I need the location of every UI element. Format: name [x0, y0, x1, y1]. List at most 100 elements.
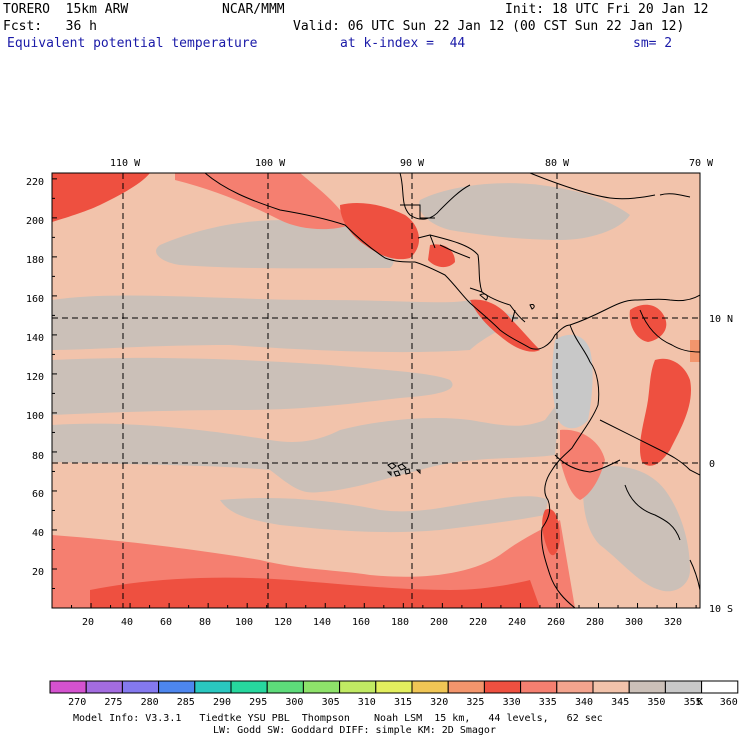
field-330-colombia	[629, 304, 667, 342]
y-label-140: 140	[26, 333, 44, 344]
border-ecuador-peru	[554, 454, 621, 473]
field-330-nw-corner	[52, 173, 150, 222]
coast-cuba	[529, 173, 656, 200]
x-label-180: 180	[391, 617, 409, 628]
lon-label-70w: 70 W	[689, 158, 714, 169]
colorbar-swatch-270	[49, 680, 87, 694]
colorbar-swatch-305	[302, 680, 341, 694]
colorbar-label-290: 290	[213, 697, 231, 708]
colorbar-label-310: 310	[358, 697, 376, 708]
level-info: at k-index = 44	[340, 36, 466, 51]
field-325-venezuela	[690, 340, 700, 362]
x-label-260: 260	[547, 617, 565, 628]
colorbar-swatch-280	[121, 680, 160, 694]
model-title: TORERO 15km ARW	[3, 2, 129, 17]
border-peru-brazil	[624, 484, 681, 541]
y-label-80: 80	[32, 451, 44, 462]
field-350-band-equator	[52, 400, 560, 493]
x-label-160: 160	[352, 617, 370, 628]
lon-label-80w: 80 W	[545, 158, 570, 169]
lat-label-0: 0	[709, 459, 715, 470]
x-label-20: 20	[82, 617, 94, 628]
colorbar-swatch-285	[158, 680, 196, 694]
field-350-land-south	[583, 466, 690, 592]
coast-hispaniola	[659, 193, 691, 198]
field-335-peru	[560, 429, 605, 500]
colorbar-unit: K	[697, 697, 703, 708]
colorbar-swatch-355	[664, 680, 703, 694]
field-350-land-north	[419, 183, 630, 240]
border-colombia-peru	[599, 419, 700, 476]
colorbar-label-285: 285	[177, 697, 195, 708]
field-350-band-south	[220, 496, 548, 533]
border-colombia-venezuela	[639, 309, 700, 353]
colorbar-swatch-360	[701, 680, 739, 694]
axis-ticks	[51, 178, 697, 609]
y-label-220: 220	[26, 177, 44, 188]
coast-galapagos-2	[397, 463, 407, 471]
colorbar-label-295: 295	[249, 697, 267, 708]
colorbar-label-315: 315	[394, 697, 412, 708]
field-350-band-north	[156, 220, 394, 269]
map-frame	[51, 172, 701, 609]
lat-label-10n: 10 N	[709, 314, 733, 325]
colorbar-swatches	[49, 680, 739, 694]
colorbar-label-305: 305	[322, 697, 340, 708]
colorbar-label-270: 270	[68, 697, 86, 708]
colorbar-swatch-330	[483, 680, 522, 694]
colorbar-label-335: 335	[539, 697, 557, 708]
lon-label-100w: 100 W	[255, 158, 286, 169]
field-330-guatemala	[340, 203, 420, 260]
x-label-200: 200	[430, 617, 448, 628]
coast-galapagos-6	[415, 469, 421, 475]
coast-galapagos-4	[404, 468, 411, 475]
x-label-240: 240	[508, 617, 526, 628]
field-355-sea	[552, 334, 593, 429]
lon-label-90w: 90 W	[400, 158, 425, 169]
border-nicaragua-costarica	[469, 287, 483, 293]
colorbar-label-325: 325	[466, 697, 484, 708]
lon-label-110w: 110 W	[110, 158, 141, 169]
coast-caribbean-island-2	[529, 304, 535, 310]
x-label-120: 120	[274, 617, 292, 628]
latlon-grid	[52, 173, 700, 608]
y-label-60: 60	[32, 489, 44, 500]
colorbar-label-275: 275	[104, 697, 122, 708]
field-350-band-central	[52, 295, 520, 353]
colorbar-swatch-300	[266, 680, 304, 694]
coast-mexico-pacific	[204, 173, 416, 263]
smoothing-info: sm= 2	[633, 36, 673, 51]
init-time: Init: 18 UTC Fri 20 Jan 12	[505, 2, 709, 17]
colorbar-labels: 270 275 280 285 290 295 300 305 310 315 320 325 330 3…	[68, 697, 738, 708]
border-mexico-guatemala	[400, 204, 435, 219]
border-brazil-bolivia	[689, 559, 700, 591]
border-honduras-nicaragua	[439, 244, 471, 259]
colorbar-swatch-290	[194, 680, 232, 694]
footer-model-info: Model Info: V3.3.1 Tiedtke YSU PBL Thomp…	[73, 713, 603, 724]
y-label-20: 20	[32, 567, 44, 578]
coast-galapagos-1	[387, 462, 397, 470]
x-label-320: 320	[664, 617, 682, 628]
colorbar-label-320: 320	[430, 697, 448, 708]
x-label-100: 100	[235, 617, 253, 628]
x-label-140: 140	[313, 617, 331, 628]
coast-central-america	[414, 261, 571, 350]
y-label-200: 200	[26, 216, 44, 227]
x-label-300: 300	[625, 617, 643, 628]
colorbar-swatch-310	[339, 680, 377, 694]
field-330-andes	[639, 358, 691, 466]
coast-galapagos-5	[386, 471, 392, 477]
coastlines	[204, 173, 700, 608]
theta-e-field	[52, 173, 700, 608]
field-name: Equivalent potential temperature	[7, 36, 258, 51]
colorbar-label-280: 280	[141, 697, 159, 708]
field-330-south-band	[90, 577, 540, 608]
coast-colombia	[569, 294, 700, 326]
footer-physics-info: LW: Godd SW: Goddard DIFF: simple KM: 2D…	[213, 725, 496, 736]
coast-gulf	[399, 173, 471, 220]
x-label-280: 280	[586, 617, 604, 628]
y-label-120: 120	[26, 372, 44, 383]
colorbar-swatch-345	[592, 680, 630, 694]
